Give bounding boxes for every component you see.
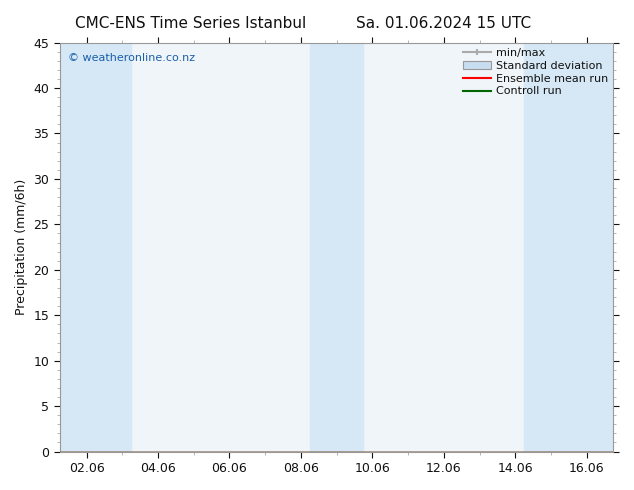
Bar [60,43,131,452]
Text: Sa. 01.06.2024 15 UTC: Sa. 01.06.2024 15 UTC [356,16,531,31]
Bar [524,43,614,452]
Y-axis label: Precipitation (mm/6h): Precipitation (mm/6h) [15,179,28,315]
Bar [310,43,363,452]
Text: CMC-ENS Time Series Istanbul: CMC-ENS Time Series Istanbul [75,16,306,31]
Legend: min/max, Standard deviation, Ensemble mean run, Controll run: min/max, Standard deviation, Ensemble me… [461,46,610,98]
Text: © weatheronline.co.nz: © weatheronline.co.nz [68,53,195,63]
